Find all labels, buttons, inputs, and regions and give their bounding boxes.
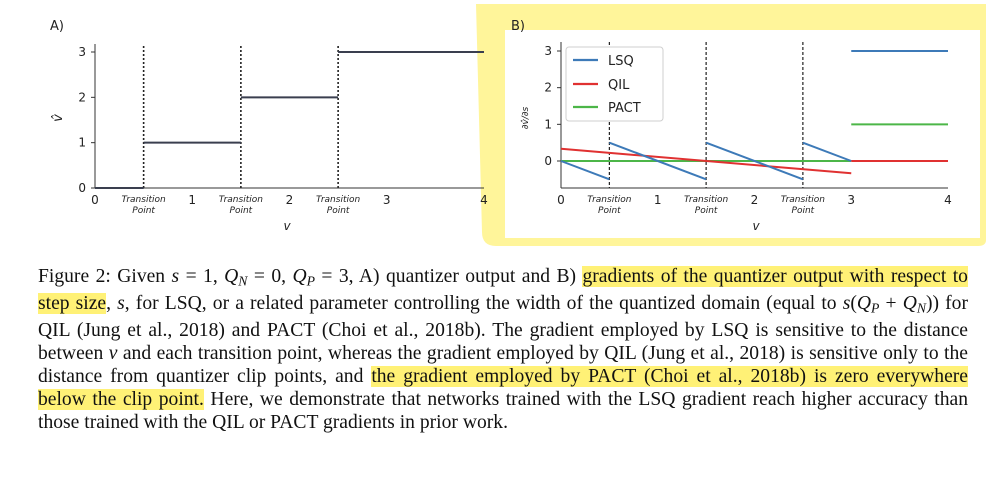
panel-a-x-tick-label: 2 [286, 193, 294, 207]
series-lsq-segment [560, 160, 610, 181]
caption-text: = 0, [247, 266, 293, 287]
figure-caption: Figure 2: Given s = 1, QN = 0, QP = 3, A… [38, 266, 968, 434]
panel-b-xlabel: v [752, 219, 760, 233]
panel-b-ylabel: ∂v̂/∂s [520, 107, 531, 130]
panel-a-y-tick-label: 1 [78, 136, 86, 150]
panel-b-y-tick-label: 3 [544, 44, 552, 58]
panel-b-transition-label: Point [792, 206, 815, 216]
math-sub-n: N [916, 300, 926, 316]
math-q: Q [292, 266, 307, 287]
caption-text: = 1, [179, 266, 225, 287]
legend: LSQ QIL PACT [565, 46, 664, 122]
caption-text: Here, we demonstrate that networks train… [38, 388, 968, 433]
series-qil-segment [560, 147, 852, 175]
panel-a-y-tick-label: 0 [78, 181, 86, 195]
panel-b-transition-label: Transition [587, 195, 631, 205]
panel-a-y-tick-label: 3 [78, 45, 86, 59]
panel-a-label: A) [50, 19, 64, 34]
panel-b-x-tick-label: 3 [847, 193, 855, 207]
panel-b-x-tick-label: 2 [751, 193, 759, 207]
math-q: Q [856, 293, 872, 315]
legend-label-pact: PACT [608, 101, 641, 116]
panel-a-x-tick-label: 1 [188, 193, 196, 207]
legend-label-qil: QIL [608, 78, 630, 93]
math-sub-p: P [306, 273, 315, 289]
caption-text: , [106, 293, 118, 315]
caption-text: , for LSQ, or a related parameter contro… [124, 293, 843, 315]
panel-a-transition-label: Point [132, 206, 155, 216]
figure-2: 0 1 2 3 40123TransitionPointTransitionPointT… [50, 4, 986, 246]
math-q: Q [224, 266, 239, 287]
panel-a-transition-label: Point [230, 206, 253, 216]
panel-a-x-tick-label: 3 [383, 193, 391, 207]
math-q: Q [902, 293, 917, 315]
caption-text: Figure 2: Given [38, 266, 172, 287]
panel-a-transition-label: Transition [122, 195, 166, 205]
panel-b-x-tick-label: 1 [654, 193, 662, 207]
caption-text: ( [850, 293, 857, 315]
caption-text: = 3, A) quantizer output and B) [314, 266, 583, 287]
panel-b-y-tick-label: 1 [544, 117, 552, 131]
caption-text: )) for QIL (Jung et al., 2018) and PACT … [38, 293, 969, 365]
panel-b-y-tick-label: 0 [544, 154, 552, 168]
math-s: s [171, 266, 180, 287]
panel-b-transition-label: Point [598, 206, 621, 216]
math-s: s [117, 293, 125, 315]
series-lsq-segment [802, 141, 852, 162]
panel-b-transition-label: Point [695, 206, 718, 216]
math-sub-n: N [238, 273, 248, 289]
panel-b-x-tick-label: 4 [944, 193, 952, 207]
panel-b-x-tick-label: 0 [557, 193, 565, 207]
series-lsq-segment [705, 141, 804, 181]
panel-a-transition-label: Point [327, 206, 350, 216]
legend-box [565, 46, 664, 122]
panel-a-transition-label: Transition [219, 195, 263, 205]
panel-a: 0 1 2 3 40123TransitionPointTransitionPointT… [78, 44, 488, 216]
math-s: s [842, 293, 851, 315]
panel-a-transition-label: Transition [316, 195, 360, 205]
panel-b-transition-label: Transition [684, 195, 728, 205]
panel-b-y-tick-label: 2 [544, 81, 552, 95]
panel-b-label: B) [511, 19, 525, 34]
panel-a-x-tick-label: 0 [91, 193, 99, 207]
panel-b-transition-label: Transition [781, 195, 825, 205]
panel-b: 0 1 2 3 40123TransitionPointTransitionPointT… [544, 42, 952, 216]
panel-a-xlabel: v [283, 219, 291, 233]
caption-text: and each transition point, whereas the g… [38, 343, 968, 388]
series-lsq-segment [609, 141, 707, 181]
legend-label-lsq: LSQ [608, 54, 634, 69]
panel-a-y-tick-label: 2 [78, 90, 86, 104]
panel-a-ylabel: v̂ [51, 114, 66, 122]
math-sub-p: P [871, 300, 880, 316]
caption-text: + [879, 293, 903, 315]
panel-a-x-tick-label: 4 [480, 193, 488, 207]
math-v: v [108, 343, 118, 365]
